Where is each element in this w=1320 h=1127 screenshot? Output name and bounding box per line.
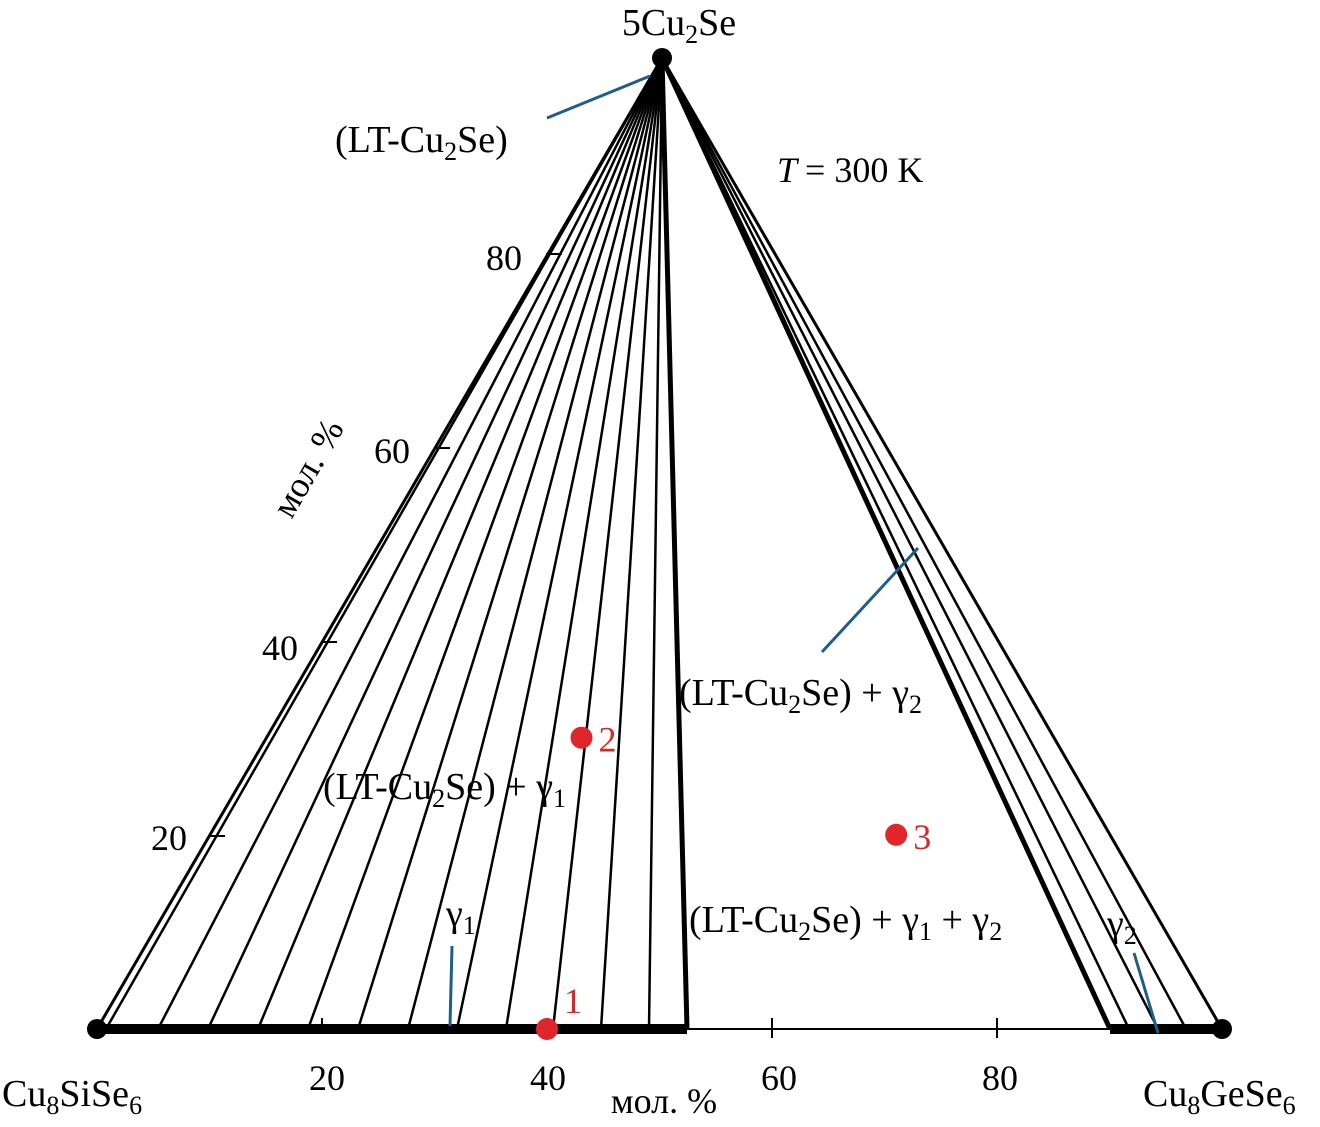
gamma2-region-pointer <box>820 546 920 654</box>
left-tick-40: 40 <box>262 628 298 668</box>
region-label-gamma1: γ1 <box>445 893 476 940</box>
tie-line-gamma2 <box>660 57 1188 1030</box>
tie-line-gamma1 <box>256 57 664 1030</box>
left-tick-60: 60 <box>374 431 410 471</box>
region-label-three-phase: (LT-Cu2Se) + γ1 + γ2 <box>689 899 1002 946</box>
three-phase-boundaries <box>659 56 1113 1031</box>
left-axis-ticks <box>209 253 562 837</box>
left-tick-80: 80 <box>486 238 522 278</box>
sample-point-label-3: 3 <box>913 817 931 857</box>
tie-line-gamma1 <box>156 57 664 1030</box>
vertex-dot-top <box>652 48 672 68</box>
gamma1-pointer <box>448 945 454 1027</box>
bottom-tick-60: 60 <box>761 1058 797 1098</box>
lt-cu2se-pointer <box>546 74 651 120</box>
region-label-lt-cu2se: (LT-Cu2Se) <box>335 119 508 166</box>
tie-line-gamma1 <box>206 57 664 1030</box>
bottom-tick-80: 80 <box>982 1058 1018 1098</box>
tie-line-gamma1 <box>647 57 664 1030</box>
sample-points: 1 2 3 <box>536 720 931 1040</box>
bottom-tick-20: 20 <box>309 1058 345 1098</box>
left-axis-unit: мол. % <box>264 412 352 524</box>
tie-lines-gamma1 <box>104 57 664 1030</box>
bottom-axis-unit: мол. % <box>611 1081 717 1121</box>
region-label-lt-gamma1: (LT-Cu2Se) + γ1 <box>323 766 566 813</box>
tie-line-gamma1 <box>504 57 664 1030</box>
tie-line-gamma1 <box>104 57 664 1030</box>
tie-line-gamma1 <box>599 57 664 1030</box>
tie-line-gamma1 <box>455 57 664 1030</box>
left-tick-20: 20 <box>151 818 187 858</box>
tie-line-gamma1 <box>306 57 664 1030</box>
pointer-lines <box>448 74 1160 1034</box>
sample-point-1 <box>536 1018 558 1040</box>
vertex-label-top: 5Cu2Se <box>622 2 736 49</box>
tie-line-gamma1 <box>551 57 664 1030</box>
gamma2-pointer <box>1132 952 1160 1034</box>
vertex-dot-right <box>1212 1019 1232 1039</box>
temperature-label: T = 300 K <box>777 150 923 190</box>
sample-point-3 <box>885 823 908 846</box>
vertex-label-left: Cu8SiSe6 <box>2 1073 142 1120</box>
tie-line-gamma1 <box>356 57 664 1030</box>
sample-point-label-2: 2 <box>599 720 617 760</box>
vertex-label-right: Cu8GeSe6 <box>1143 1073 1296 1120</box>
tie-lines-gamma2 <box>660 57 1188 1030</box>
region-label-lt-gamma2: (LT-Cu2Se) + γ2 <box>679 672 922 719</box>
sample-point-2 <box>570 726 593 749</box>
region-label-gamma2: γ2 <box>1106 903 1137 950</box>
tie-line-gamma2 <box>660 57 1160 1030</box>
tie-line-gamma2 <box>660 57 1131 1030</box>
sample-point-label-1: 1 <box>564 981 582 1021</box>
bottom-tick-40: 40 <box>530 1058 566 1098</box>
tie-line-gamma1 <box>406 57 664 1030</box>
vertex-dot-left <box>87 1019 107 1039</box>
